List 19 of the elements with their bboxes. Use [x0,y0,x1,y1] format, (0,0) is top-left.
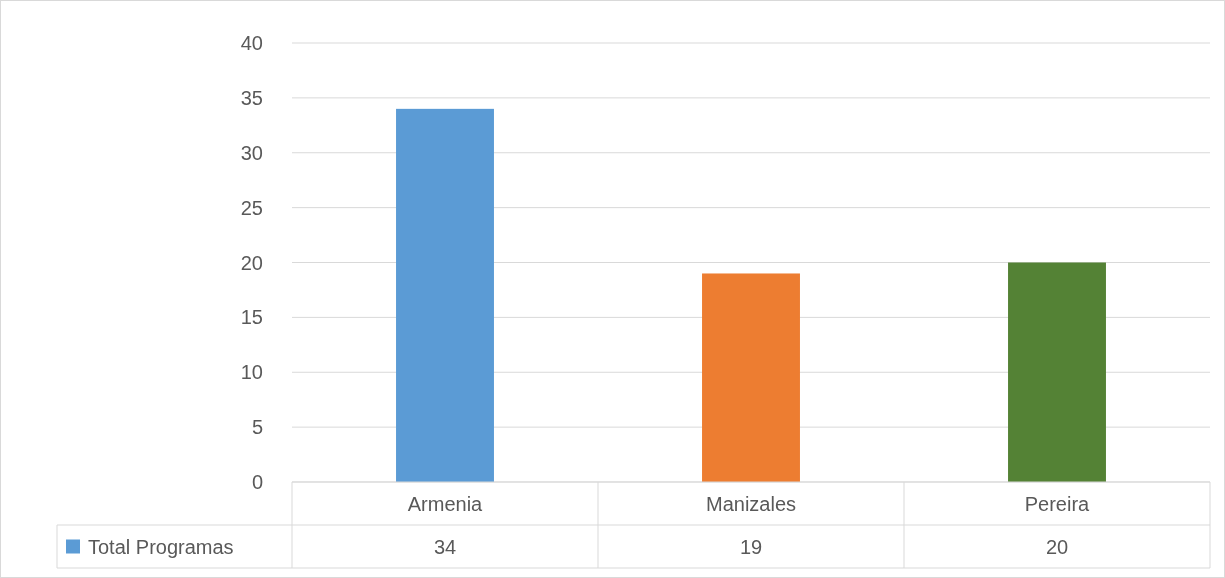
legend-label: Total Programas [88,535,234,558]
y-tick-label: 15 [240,306,263,329]
y-tick-label: 30 [240,141,263,164]
data-label: 20 [1045,535,1069,558]
y-tick-label: 10 [240,361,263,384]
data-label: 34 [433,535,457,558]
x-tick-label: Armenia [407,492,484,515]
bar [702,273,800,482]
y-tick-label: 25 [240,196,263,219]
y-tick-label: 20 [240,251,263,274]
y-tick-label: 0 [251,471,263,493]
x-tick-label: Pereira [1024,492,1091,515]
bar [396,108,494,482]
data-label: 19 [739,535,763,558]
x-tick-label: Manizales [705,492,797,515]
bar [1008,262,1106,482]
y-tick-label: 5 [251,416,263,439]
y-tick-label: 35 [240,86,263,109]
y-tick-label: 40 [240,32,263,54]
